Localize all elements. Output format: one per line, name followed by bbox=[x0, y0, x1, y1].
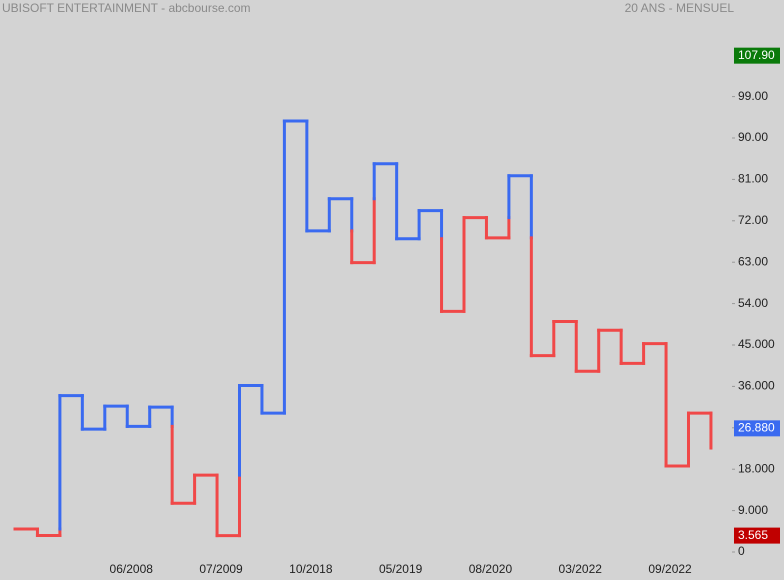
price-badge-label: 107.90 bbox=[738, 48, 775, 62]
y-tick-label: 36.000 bbox=[738, 379, 775, 393]
y-tick-label: 63.00 bbox=[738, 254, 768, 268]
y-tick-label: 0 bbox=[738, 544, 745, 558]
y-tick-label: 18.000 bbox=[738, 461, 775, 475]
price-badge bbox=[734, 47, 780, 64]
y-tick-label: 45.000 bbox=[738, 337, 775, 351]
x-tick-label: 06/2008 bbox=[110, 562, 154, 576]
price-badge-label: 3.565 bbox=[738, 528, 768, 542]
price-badge-label: 26.880 bbox=[738, 421, 775, 435]
x-tick-label: 07/2009 bbox=[199, 562, 243, 576]
x-tick-label: 08/2020 bbox=[469, 562, 513, 576]
chart-title: UBISOFT ENTERTAINMENT - abcbourse.com bbox=[2, 1, 251, 15]
price-badge bbox=[734, 420, 780, 437]
y-tick-label: 99.00 bbox=[738, 89, 768, 103]
x-tick-label: 03/2022 bbox=[559, 562, 603, 576]
y-tick-label: 54.00 bbox=[738, 296, 768, 310]
y-tick-label: 72.00 bbox=[738, 213, 768, 227]
y-tick-label: 9.000 bbox=[738, 503, 768, 517]
x-tick-label: 09/2022 bbox=[648, 562, 692, 576]
y-tick-label: 90.00 bbox=[738, 130, 768, 144]
x-tick-label: 10/2018 bbox=[289, 562, 333, 576]
price-badge bbox=[734, 527, 780, 544]
y-tick-label: 81.00 bbox=[738, 172, 768, 186]
chart-subtitle: 20 ANS - MENSUEL bbox=[625, 1, 735, 15]
x-tick-label: 05/2019 bbox=[379, 562, 423, 576]
